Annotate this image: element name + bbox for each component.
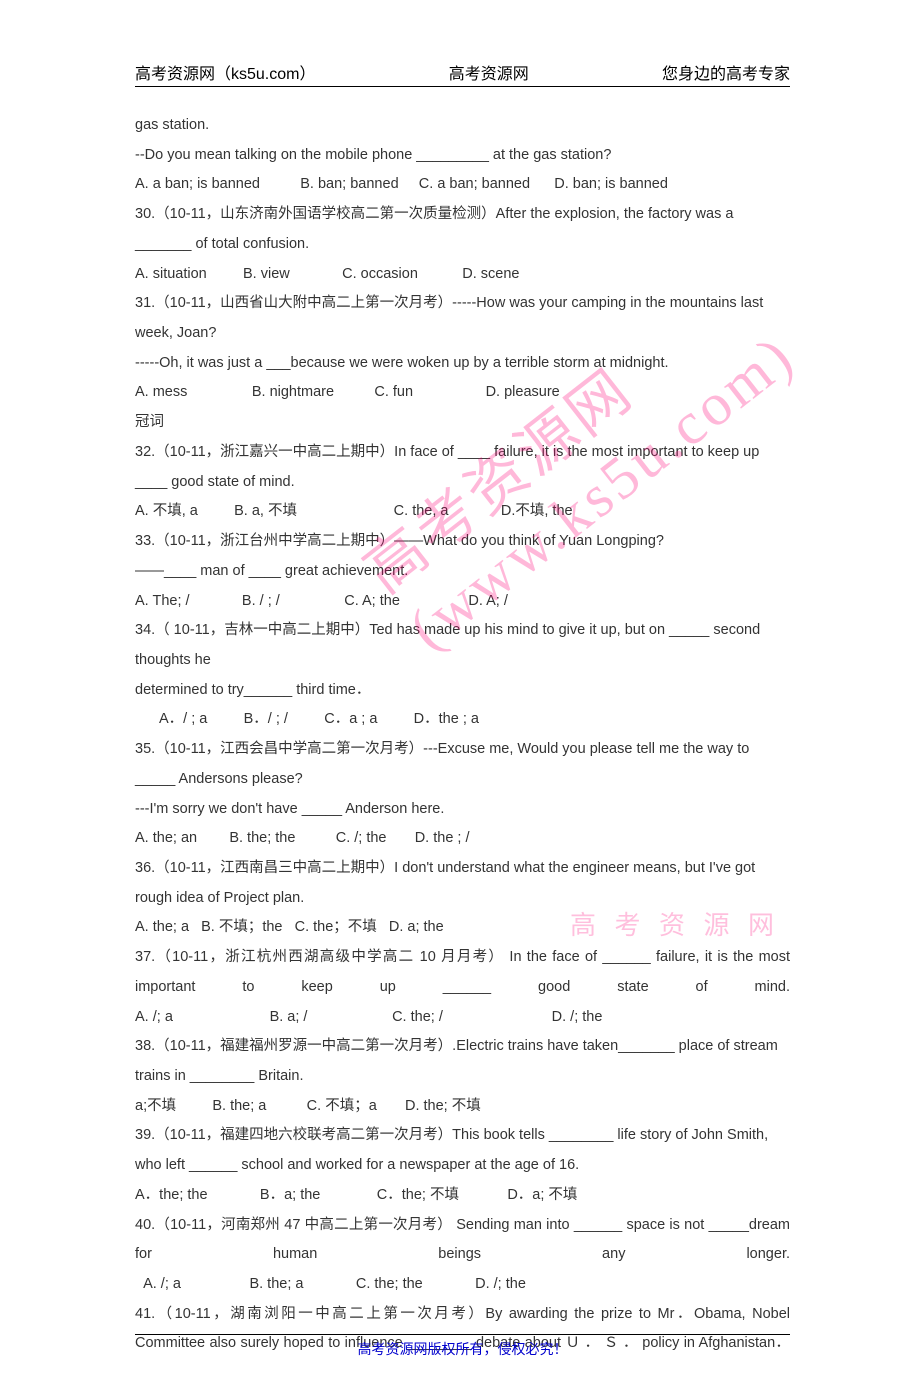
q39-stem: 39.（10-11，福建四地六校联考高二第一次月考）This book tell…	[135, 1121, 790, 1180]
section-heading: 冠词	[135, 408, 790, 438]
header-right-text: 您身边的高考专家	[662, 60, 790, 84]
q35-stem1: 35.（10-11，江西会昌中学高二第一次月考）---Excuse me, Wo…	[135, 735, 790, 794]
q31-stem1: 31.（10-11，山西省山大附中高二上第一次月考）-----How was y…	[135, 289, 790, 348]
q34-options: A．/ ; a B．/ ; / C．a ; a D．the ; a	[135, 705, 790, 735]
q34-stem2: determined to try______ third time．	[135, 676, 790, 706]
q34-stem: 34.（ 10-11，吉林一中高二上期中）Ted has made up his…	[135, 616, 790, 675]
header-left-text: 高考资源网（ks5u.com）	[135, 60, 315, 84]
page-header: 高考资源网（ks5u.com） 高考资源网 您身边的高考专家	[135, 60, 790, 87]
q38-stem: 38.（10-11，福建福州罗源一中高二第一次月考）.Electric trai…	[135, 1032, 790, 1091]
q36-options: A. the; a B. 不填；the C. the；不填 D. a; the	[135, 913, 790, 943]
q-cont-line1: gas station.	[135, 111, 790, 141]
q32-stem: 32.（10-11，浙江嘉兴一中高二上期中）In face of ____ fa…	[135, 438, 790, 497]
q31-options: A. mess B. nightmare C. fun D. pleasure	[135, 378, 790, 408]
q39-options: A．the; the B．a; the C．the; 不填 D．a; 不填	[135, 1181, 790, 1211]
q30-stem: 30.（10-11，山东济南外国语学校高二第一次质量检测）After the e…	[135, 200, 790, 259]
q37-options: A. /; a B. a; / C. the; / D. /; the	[135, 1003, 790, 1033]
footer-text: 高考资源网版权所有，侵权必究！	[358, 1341, 568, 1357]
q33-stem1: 33.（10-11，浙江台州中学高二上期中）——What do you thin…	[135, 527, 790, 557]
q33-options: A. The; / B. / ; / C. A; the D. A; /	[135, 587, 790, 617]
q40-stem: 40.（10-11，河南郑州 47 中高二上第一次月考） Sending man…	[135, 1211, 790, 1270]
q30-options: A. situation B. view C. occasion D. scen…	[135, 260, 790, 290]
header-center-title: 高考资源网	[449, 60, 529, 84]
q38-options: a;不填 B. the; a C. 不填；a D. the; 不填	[135, 1092, 790, 1122]
q-cont-line2: --Do you mean talking on the mobile phon…	[135, 141, 790, 171]
q36-stem: 36.（10-11，江西南昌三中高二上期中）I don't understand…	[135, 854, 790, 913]
q32-options: A. 不填, a B. a, 不填 C. the, a D.不填, the	[135, 497, 790, 527]
q40-options: A. /; a B. the; a C. the; the D. /; the	[135, 1270, 790, 1300]
q31-stem2: -----Oh, it was just a ___because we wer…	[135, 349, 790, 379]
q33-stem2: ——____ man of ____ great achievement.	[135, 557, 790, 587]
q-cont-options: A. a ban; is banned B. ban; banned C. a …	[135, 170, 790, 200]
page-container: 高考资源网（ks5u.com） 高考资源网 您身边的高考专家 高考资源网(www…	[0, 0, 920, 1399]
document-body: gas station. --Do you mean talking on th…	[135, 111, 790, 1359]
q37-stem: 37.（10-11，浙江杭州西湖高级中学高二 10 月月考） In the fa…	[135, 943, 790, 1002]
q35-stem2: ---I'm sorry we don't have _____ Anderso…	[135, 795, 790, 825]
q35-options: A. the; an B. the; the C. /; the D. the …	[135, 824, 790, 854]
page-footer: 高考资源网版权所有，侵权必究！	[135, 1334, 790, 1359]
